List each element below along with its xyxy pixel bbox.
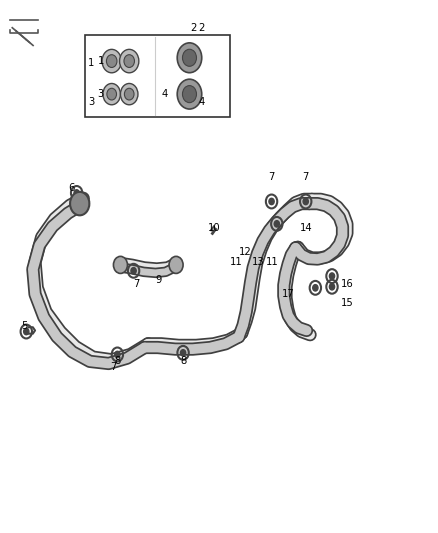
Circle shape — [313, 285, 318, 291]
Text: 6: 6 — [68, 183, 74, 192]
Circle shape — [303, 198, 308, 205]
Text: 3: 3 — [98, 89, 104, 99]
Circle shape — [74, 190, 79, 196]
Text: 11: 11 — [230, 257, 243, 267]
Circle shape — [102, 50, 121, 73]
Text: 2: 2 — [191, 23, 197, 33]
Text: 2: 2 — [198, 23, 205, 33]
Text: 7: 7 — [303, 172, 309, 182]
Circle shape — [131, 268, 136, 274]
FancyBboxPatch shape — [85, 35, 230, 117]
Circle shape — [106, 55, 117, 68]
Circle shape — [124, 88, 134, 100]
Text: 9: 9 — [155, 275, 162, 285]
Circle shape — [120, 50, 139, 73]
Text: 1: 1 — [98, 56, 104, 66]
Text: 4: 4 — [198, 98, 205, 107]
Circle shape — [169, 256, 183, 273]
Circle shape — [177, 43, 202, 72]
Text: 13: 13 — [252, 257, 265, 267]
Circle shape — [24, 328, 29, 335]
Circle shape — [269, 198, 274, 205]
Circle shape — [103, 84, 120, 105]
Text: 15: 15 — [340, 298, 353, 308]
Text: 3: 3 — [88, 98, 94, 107]
Text: 8: 8 — [180, 357, 186, 366]
Text: 16: 16 — [340, 279, 353, 288]
Text: 10: 10 — [208, 223, 220, 233]
Circle shape — [329, 284, 335, 290]
Text: 17: 17 — [282, 289, 295, 299]
Circle shape — [107, 88, 117, 100]
Text: 5: 5 — [21, 321, 27, 331]
Circle shape — [329, 273, 335, 279]
Text: 1: 1 — [88, 58, 94, 68]
Text: 8: 8 — [114, 357, 120, 366]
Circle shape — [183, 49, 197, 66]
Circle shape — [183, 86, 197, 103]
Circle shape — [180, 350, 186, 356]
Circle shape — [113, 256, 127, 273]
Text: 7: 7 — [134, 279, 140, 288]
Circle shape — [274, 221, 279, 227]
Text: 12: 12 — [239, 247, 252, 256]
Circle shape — [124, 55, 134, 68]
Circle shape — [120, 84, 138, 105]
Text: 11: 11 — [266, 257, 279, 267]
Text: 4: 4 — [162, 89, 168, 99]
Text: 7: 7 — [268, 172, 275, 182]
Circle shape — [70, 192, 89, 215]
Text: 7: 7 — [110, 362, 116, 372]
Circle shape — [115, 351, 120, 358]
Text: 14: 14 — [300, 223, 313, 233]
Circle shape — [177, 79, 202, 109]
